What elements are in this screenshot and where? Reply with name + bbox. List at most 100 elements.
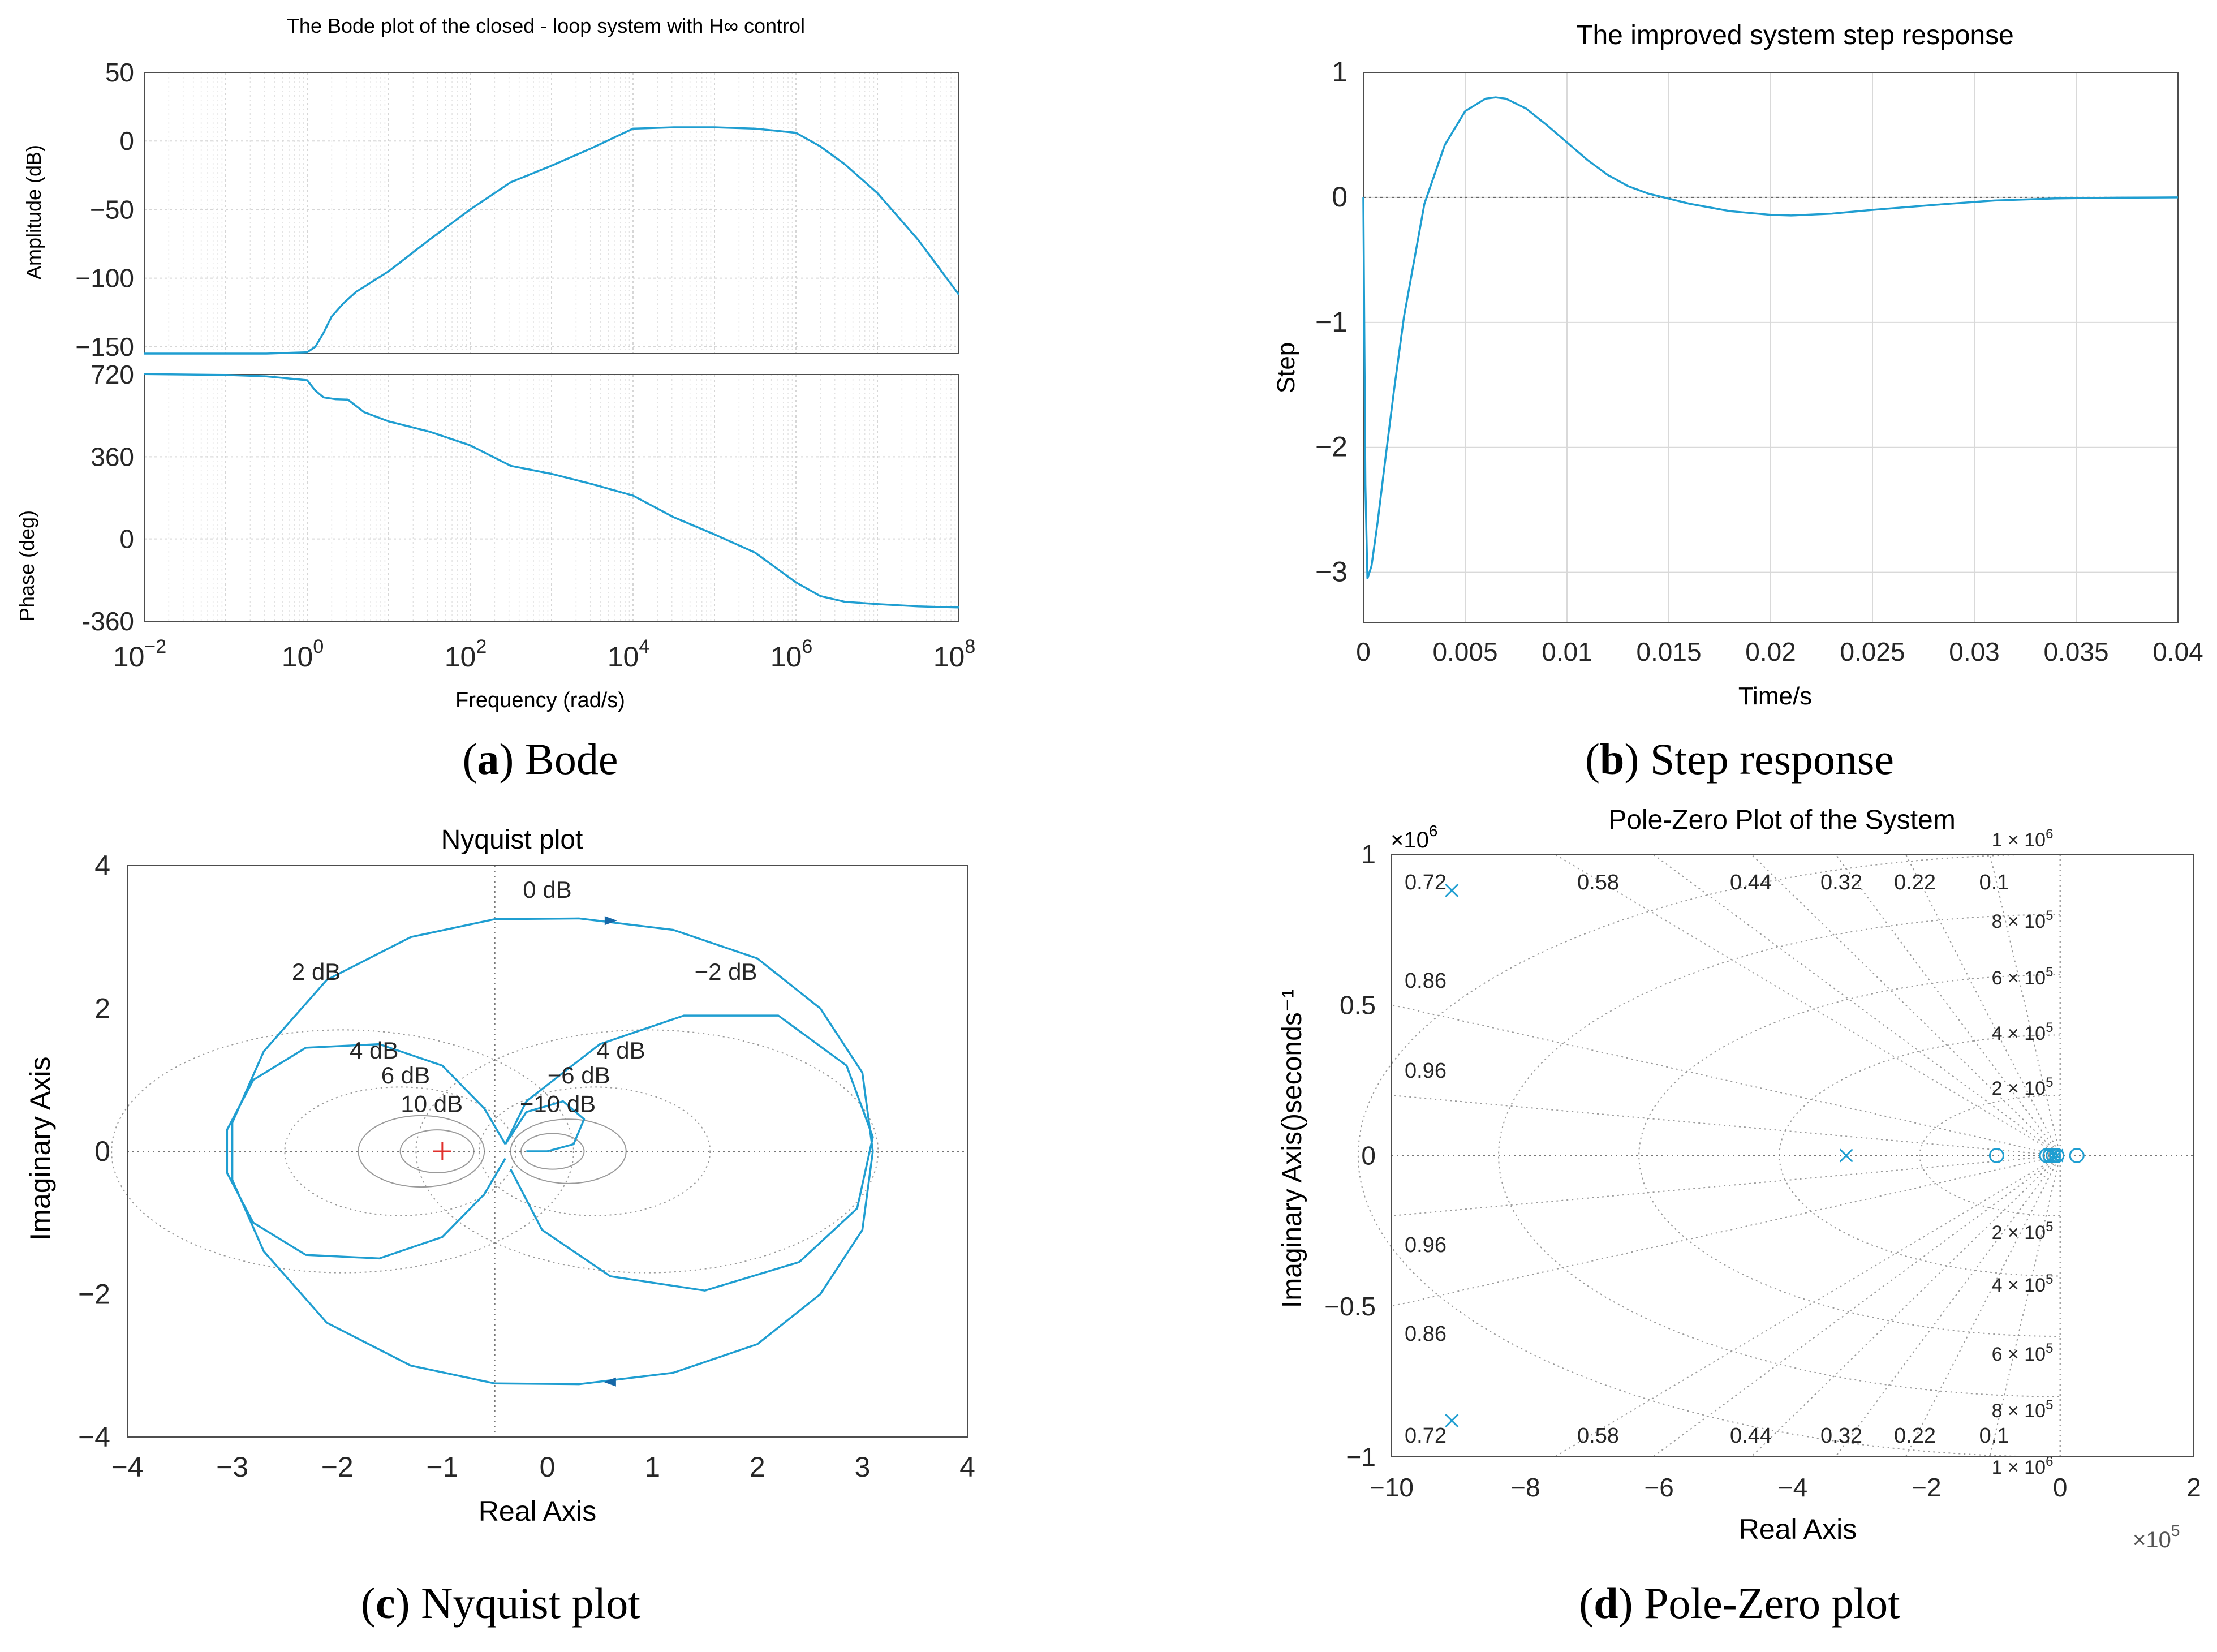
pzmap-damping-ray bbox=[1989, 854, 2061, 1156]
step-xtick-label: 0.03 bbox=[1949, 637, 2000, 666]
pzmap-frequency-label: 8 × 105 bbox=[1992, 908, 2054, 932]
bode-magnitude-curve bbox=[144, 126, 960, 355]
pzmap-pole bbox=[1445, 883, 1459, 897]
pzmap-damping-label: 0.22 bbox=[1894, 871, 1936, 894]
pzmap-xtick-label: 0 bbox=[2053, 1473, 2068, 1502]
nyquist-ytick-label: 4 bbox=[94, 850, 110, 881]
pzmap-xtick-label: −8 bbox=[1510, 1473, 1540, 1502]
step-xtick-label: 0 bbox=[1356, 637, 1371, 666]
pzmap-xtick-label: 2 bbox=[2186, 1473, 2201, 1502]
step-xtick-label: 0.035 bbox=[2043, 637, 2108, 666]
nyquist-ytick-label: −2 bbox=[78, 1279, 110, 1310]
nyquist-ytick-label: 2 bbox=[94, 993, 110, 1025]
step-ytick-label: −3 bbox=[1315, 556, 1348, 588]
nyquist-curve-left-lobe bbox=[226, 1043, 506, 1260]
bode-phase-ylabel: Phase (deg) bbox=[15, 510, 38, 621]
bode-phase-frame bbox=[144, 374, 959, 622]
bode-xtick-label: 106 bbox=[770, 636, 813, 673]
step-xtick-label: 0.005 bbox=[1432, 637, 1497, 666]
nyquist-curve-outer bbox=[231, 917, 874, 1386]
step-curve bbox=[1362, 96, 2179, 579]
pzmap-ytick-label: 0 bbox=[1361, 1141, 1376, 1171]
step-ytick-label: −2 bbox=[1315, 431, 1348, 463]
pzmap-frequency-label: 4 × 105 bbox=[1992, 1020, 2054, 1044]
bode-phase-ytick-label: -360 bbox=[82, 606, 134, 636]
nyquist-arrow-bottom bbox=[603, 1377, 616, 1387]
pzmap-frequency-label: 6 × 105 bbox=[1992, 1341, 2054, 1365]
nyquist-contour-label: 4 dB bbox=[596, 1037, 645, 1064]
nyquist-contour bbox=[415, 1029, 879, 1274]
pzmap-xtick-label: −6 bbox=[1644, 1473, 1673, 1502]
pzmap-x-multiplier: ×105 bbox=[2133, 1522, 2180, 1552]
nyquist-contour bbox=[520, 1133, 585, 1170]
pzmap-frame bbox=[1391, 854, 2194, 1457]
pzmap-ylabel: Imaginary Axis()seconds⁻¹ bbox=[1277, 989, 1307, 1308]
bode-xlabel: Frequency (rad/s) bbox=[455, 689, 625, 712]
nyquist-ytick-label: −4 bbox=[78, 1421, 110, 1453]
pzmap-frequency-label: 8 × 105 bbox=[1992, 1397, 2054, 1422]
nyquist-contour-label: −6 dB bbox=[548, 1062, 610, 1089]
nyquist-contour-label: 0 dB bbox=[523, 876, 571, 903]
pzmap-ytick-label: 1 bbox=[1361, 840, 1376, 869]
pzmap-damping-label: 0.32 bbox=[1820, 1424, 1862, 1448]
bode-phase-ytick-label: 0 bbox=[119, 524, 134, 554]
step-ytick-label: 1 bbox=[1332, 56, 1348, 88]
step-xtick-label: 0.015 bbox=[1636, 637, 1701, 666]
pzmap-frequency-arc bbox=[1638, 974, 2060, 1337]
step-ylabel: Step bbox=[1272, 342, 1300, 394]
pzmap-damping-label: 0.44 bbox=[1730, 1424, 1772, 1448]
bode-xtick-label: 108 bbox=[933, 636, 976, 673]
nyquist-xlabel: Real Axis bbox=[479, 1495, 596, 1527]
step-title: The improved system step response bbox=[1576, 20, 2014, 50]
caption-d: (d) Pole-Zero plot bbox=[1579, 1578, 1900, 1628]
nyquist-contour-label: 10 dB bbox=[401, 1091, 463, 1117]
pzmap-ytick-label: 0.5 bbox=[1340, 990, 1376, 1019]
step-xlabel: Time/s bbox=[1738, 682, 1812, 710]
pzmap-damping-label: 0.96 bbox=[1405, 1233, 1447, 1257]
bode-xtick-label: 10−2 bbox=[113, 636, 166, 673]
nyquist-ylabel: Imaginary Axis bbox=[24, 1056, 56, 1240]
bode-magnitude-ylabel: Amplitude (dB) bbox=[22, 145, 45, 279]
pzmap-chart: Pole-Zero Plot of the System Imaginary A… bbox=[1277, 805, 2201, 1552]
pzmap-damping-label: 0.58 bbox=[1577, 1424, 1619, 1448]
nyquist-xtick-label: −4 bbox=[111, 1451, 143, 1483]
pzmap-damping-ray bbox=[1751, 1155, 2061, 1457]
pzmap-frequency-label: 2 × 105 bbox=[1992, 1219, 2054, 1244]
step-xtick-label: 0.025 bbox=[1840, 637, 1905, 666]
pzmap-damping-label: 0.58 bbox=[1577, 871, 1619, 894]
pzmap-zero bbox=[1988, 1148, 2004, 1163]
pzmap-xlabel: Real Axis bbox=[1739, 1513, 1857, 1545]
pzmap-damping-ray bbox=[1554, 854, 2061, 1156]
bode-magnitude-ytick-label: 50 bbox=[105, 58, 134, 87]
pzmap-frequency-label: 1 × 106 bbox=[1992, 1454, 2054, 1478]
nyquist-xtick-label: 0 bbox=[540, 1451, 556, 1483]
pzmap-damping-label: 0.96 bbox=[1405, 1059, 1447, 1083]
pzmap-damping-ray bbox=[1905, 854, 2061, 1156]
bode-xtick-label: 102 bbox=[445, 636, 487, 673]
bode-xtick-label: 100 bbox=[282, 636, 324, 673]
step-xtick-label: 0.02 bbox=[1745, 637, 1796, 666]
bode-magnitude-ytick-label: −100 bbox=[75, 264, 134, 293]
nyquist-contour-label: −2 dB bbox=[695, 958, 757, 985]
pzmap-damping-label: 0.86 bbox=[1405, 969, 1447, 993]
step-xtick-label: 0.04 bbox=[2153, 637, 2203, 666]
step-frame bbox=[1363, 72, 2179, 623]
bode-magnitude-ytick-label: −50 bbox=[90, 195, 134, 224]
bode-phase-ytick-label: 360 bbox=[91, 442, 134, 471]
nyquist-contour-label: 6 dB bbox=[381, 1062, 430, 1089]
nyquist-xtick-label: −2 bbox=[321, 1451, 354, 1483]
nyquist-xtick-label: 3 bbox=[854, 1451, 870, 1483]
pzmap-damping-label: 0.1 bbox=[1979, 1424, 2009, 1448]
nyquist-curve-inner-loop bbox=[504, 1100, 586, 1152]
caption-b: (b) Step response bbox=[1585, 734, 1894, 784]
pzmap-damping-ray bbox=[1905, 1155, 2061, 1457]
nyquist-title: Nyquist plot bbox=[441, 825, 583, 855]
pzmap-xtick-label: −10 bbox=[1370, 1473, 1414, 1502]
caption-a: (a) Bode bbox=[462, 734, 618, 784]
pzmap-damping-label: 0.1 bbox=[1979, 871, 2009, 894]
pzmap-ytick-label: −1 bbox=[1346, 1442, 1376, 1472]
pzmap-xtick-label: −4 bbox=[1778, 1473, 1807, 1502]
nyquist-xtick-label: −1 bbox=[426, 1451, 458, 1483]
bode-magnitude-ytick-label: 0 bbox=[119, 126, 134, 156]
pzmap-frequency-label: 2 × 105 bbox=[1992, 1075, 2054, 1099]
